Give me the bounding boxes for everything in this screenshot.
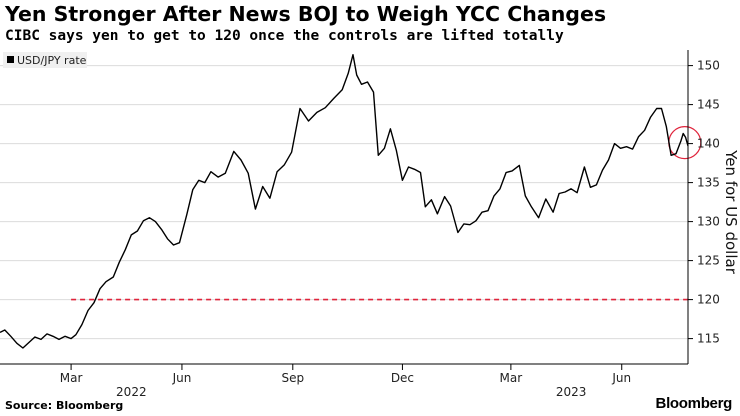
series-layer — [0, 54, 689, 349]
axes: 115 120 125 130 135 140 145 150 Mar Jun Sep Dec Mar J… — [0, 50, 740, 399]
y-tick-label: 125 — [697, 254, 720, 268]
y-tick-label: 130 — [697, 215, 720, 229]
y-tick-label: 150 — [697, 59, 720, 73]
x-tick-label: Jun — [172, 371, 192, 385]
source-note: Source: Bloomberg — [5, 399, 124, 412]
x-tick-label: Sep — [281, 371, 304, 385]
x-tick-label: Mar — [500, 371, 523, 385]
reference-layer — [71, 126, 702, 301]
year-label: 2022 — [116, 385, 147, 399]
legend-swatch — [7, 56, 14, 63]
x-tick-label: Mar — [60, 371, 83, 385]
x-tick-label: Jun — [611, 371, 631, 385]
legend-box — [3, 52, 87, 68]
year-label: 2023 — [556, 385, 587, 399]
legend-label: USD/JPY rate — [17, 54, 87, 67]
y-tick-label: 135 — [697, 176, 720, 190]
y-tick-label: 115 — [697, 332, 720, 346]
y-tick-label: 120 — [697, 293, 720, 307]
y-tick-label: 140 — [697, 137, 720, 151]
chart-title: Yen Stronger After News BOJ to Weigh YCC… — [5, 2, 607, 26]
usd-jpy-line — [0, 54, 689, 349]
chart-subtitle: CIBC says yen to get to 120 once the con… — [5, 28, 564, 44]
y-axis-title: Yen for US dollar — [722, 149, 740, 275]
y-tick-label: 145 — [697, 98, 720, 112]
x-tick-label: Dec — [391, 371, 414, 385]
gridlines — [0, 65, 688, 340]
legend: USD/JPY rate — [3, 52, 87, 68]
bloomberg-logo: Bloomberg — [655, 395, 733, 412]
